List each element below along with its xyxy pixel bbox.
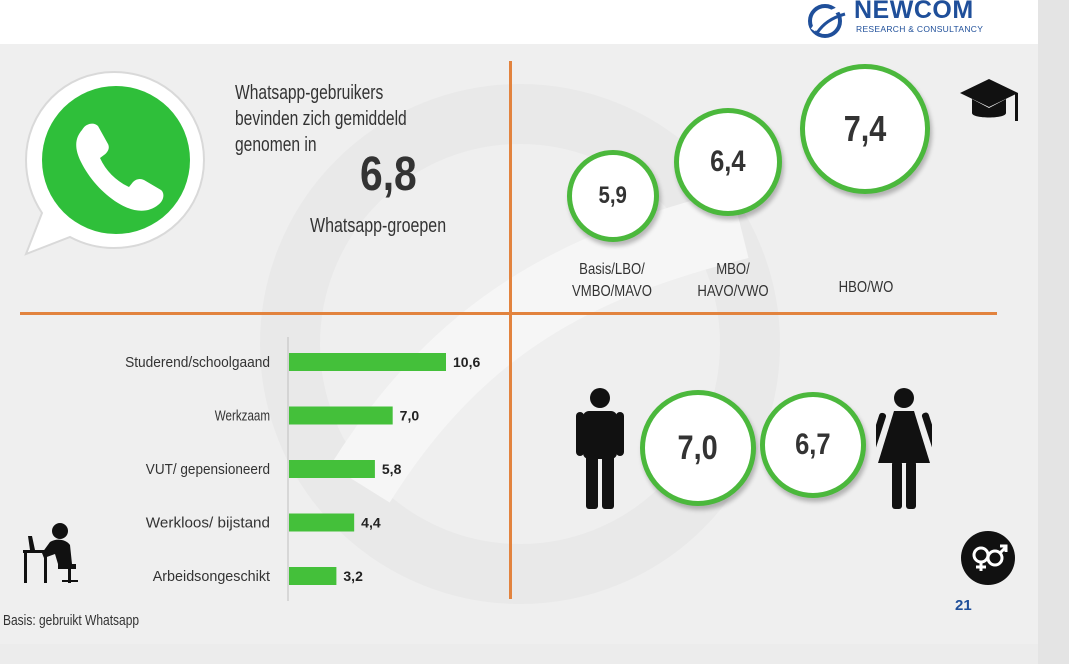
graduation-cap-icon [960,79,1018,121]
bottom-margin [0,644,1038,664]
edu-label-basis: Basis/LBO/ VMBO/MAVO [563,259,661,303]
edu-label-hbo: HBO/WO [817,277,915,299]
logo-tagline: RESEARCH & CONSULTANCY [856,24,984,34]
gender-value-male: 7,0 [677,428,719,467]
bar-category-label: Werkloos/ bijstand [146,515,270,532]
swirl-watermark [260,84,780,604]
newcom-logo-icon [808,4,846,38]
edu-label-basis-line2: VMBO/MAVO [572,283,652,300]
intro-line-1: Whatsapp-gebruikers [235,82,384,104]
edu-value-hbo: 7,4 [843,108,887,149]
gender-circle-female: 6,7 [760,392,866,498]
right-margin [1038,0,1069,664]
logo-name: NEWCOM [854,0,974,24]
intro-line-2: bevinden zich gemiddeld [235,108,407,130]
edu-value-basis: 5,9 [598,182,628,209]
bar-value-label: 5,8 [382,461,402,477]
bar-category-label: VUT/ gepensioneerd [146,461,270,478]
edu-value-mbo: 6,4 [710,145,746,178]
page-number: 21 [955,597,972,614]
edu-circle-basis: 5,9 [567,150,659,242]
edu-label-mbo-line2: HAVO/VWO [697,283,769,300]
whatsapp-logo-icon [24,70,206,256]
occupation-bar-chart: Studerend/schoolgaand 10,6 Werkzaam 7,0 VUT/… [125,337,480,601]
edu-circle-hbo: 7,4 [800,64,930,194]
bar [289,460,375,478]
bar [289,567,337,585]
bar [289,353,446,371]
edu-circle-mbo: 6,4 [674,108,782,216]
bar-category-label: Werkzaam [215,408,270,425]
intro-line-3: genomen in [235,134,317,156]
basis-footnote: Basis: gebruikt Whatsapp [3,612,140,629]
bar-value-label: 7,0 [400,408,420,424]
bar [289,513,355,532]
gender-symbol-icon [961,531,1015,585]
intro-text: Whatsapp-gebruikers bevinden zich gemidd… [235,80,407,158]
edu-label-hbo-line1: HBO/WO [838,279,894,296]
edu-label-mbo: MBO/ HAVO/VWO [684,259,782,303]
bar-category-label: Arbeidsongeschikt [153,568,271,585]
female-person-icon [876,388,932,509]
average-groups-value: 6,8 [360,148,417,201]
horizontal-divider [20,312,997,315]
bar-value-label: 3,2 [343,568,363,584]
person-at-desk-icon [23,523,78,583]
bar-value-label: 10,6 [453,354,480,370]
edu-label-basis-line1: Basis/LBO/ [579,261,645,278]
groups-unit-label: Whatsapp-groepen [310,215,447,237]
bar-value-label: 4,4 [361,515,381,531]
gender-circle-male: 7,0 [640,390,756,506]
bar [289,406,393,425]
male-person-icon [576,388,624,509]
gender-value-female: 6,7 [795,428,831,461]
bar-category-label: Studerend/schoolgaand [125,354,270,371]
edu-label-mbo-line1: MBO/ [716,261,750,278]
vertical-divider [509,61,512,599]
